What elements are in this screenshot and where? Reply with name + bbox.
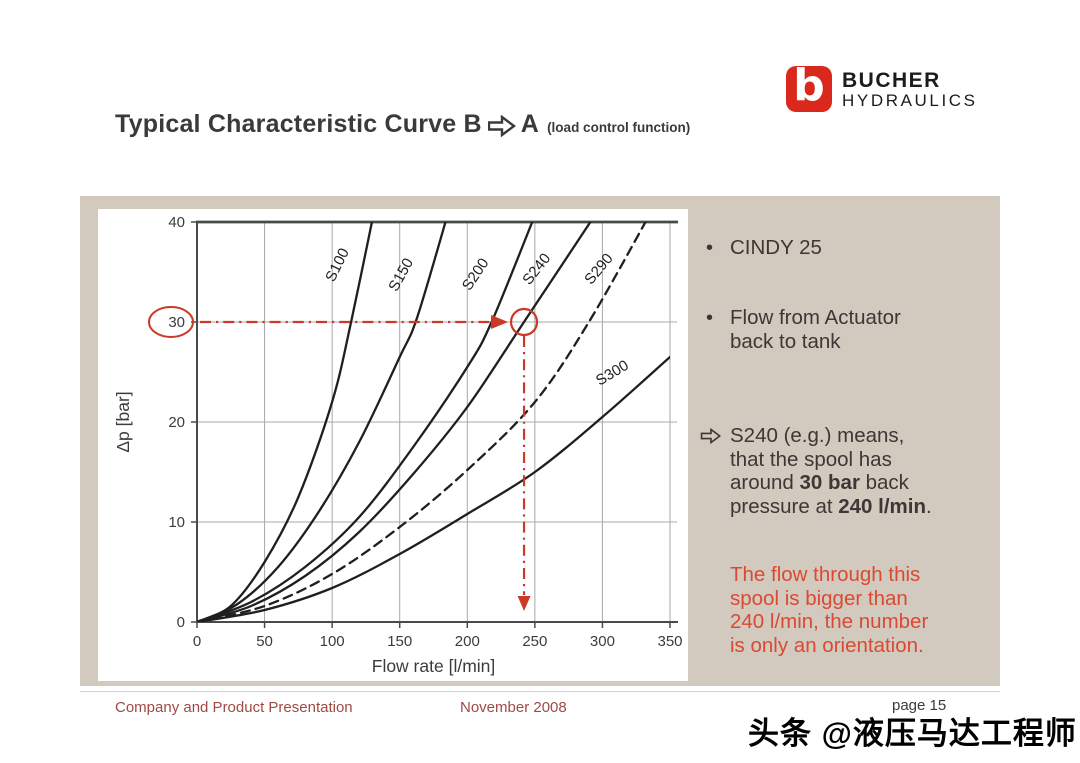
y-tick-label: 20 [168, 414, 185, 431]
red-note-line1: The flow through this [730, 563, 921, 586]
title-text: Typical Characteristic Curve B [115, 110, 482, 138]
watermark-text: 头条 @液压马达工程师 [748, 716, 1077, 751]
x-tick-label: 0 [193, 633, 201, 650]
grid-lines [197, 222, 677, 622]
series-S300 [197, 355, 670, 622]
title-suffix-text: A [520, 110, 540, 138]
bullet-cindy-25: • CINDY 25 [700, 236, 822, 260]
red-note: The flow through this spool is bigger th… [700, 563, 928, 657]
title-note: (load control function) [547, 120, 691, 135]
curve-label-S150: S150 [385, 255, 417, 294]
x-tick-label: 350 [657, 633, 682, 650]
right-arrow-bullet-icon [700, 428, 722, 444]
bullet-flow-line1: Flow from Actuator [730, 306, 901, 329]
bullet-flow-line2: back to tank [730, 330, 841, 353]
s240-line4-bold: 240 l/min [838, 494, 926, 518]
circled-30-bar-tick [148, 306, 194, 338]
y-tick-label: 30 [168, 314, 185, 331]
curve-label-S300: S300 [593, 357, 632, 390]
logo-letter: b [793, 60, 825, 111]
y-axis-title: Δp [bar] [113, 391, 133, 452]
x-axis-title: Flow rate [l/min] [372, 656, 496, 676]
series-S150 [197, 222, 447, 622]
right-arrow-icon [487, 114, 516, 137]
curve-label-S200: S200 [459, 255, 493, 294]
s240-explanation: S240 (e.g.) means, that the spool has ar… [700, 424, 932, 518]
y-tick-label: 40 [168, 214, 185, 231]
red-note-line4: is only an orientation. [730, 633, 924, 657]
x-tick-label: 100 [320, 633, 345, 650]
curve-label-S290: S290 [581, 250, 617, 288]
curve-label-S100: S100 [322, 246, 353, 285]
bullet-icon: • [706, 307, 714, 329]
s240-line3-pre: around [730, 471, 800, 494]
s240-line4-post: . [926, 494, 932, 518]
s240-line2: that the spool has [730, 447, 892, 471]
characteristic-curve-chart: 0 50 100 150 200 250 300 350 0 10 20 30 40 Flow rate … [113, 214, 683, 676]
bullet-flow-text: Flow from Actuator back to tank [730, 306, 901, 354]
arrowhead-right [491, 315, 509, 329]
footer-page-number: page 15 [892, 697, 947, 714]
y-tick-label: 10 [168, 514, 185, 531]
bullet-cindy-text: CINDY 25 [730, 236, 822, 259]
bucher-logo: b BUCHER HYDRAULICS [786, 60, 978, 112]
s240-line4-pre: pressure at [730, 494, 839, 518]
series-S240 [197, 222, 592, 622]
footer-divider [80, 691, 1000, 692]
bullet-icon: • [706, 237, 714, 259]
x-tick-label: 150 [387, 633, 412, 650]
red-note-line2: spool is bigger than [730, 586, 908, 610]
logo-brand-name: BUCHER [842, 69, 941, 92]
bucher-logo-mark-icon: b [786, 60, 832, 112]
series-S100 [197, 222, 374, 622]
chart-container: 0 50 100 150 200 250 300 350 0 10 20 30 40 Flow rate … [98, 209, 688, 681]
logo-wordmark: BUCHER HYDRAULICS [842, 70, 978, 111]
marked-point-circle [509, 307, 539, 337]
x-tick-label: 50 [256, 633, 273, 650]
s240-line3-bold: 30 bar [799, 471, 860, 494]
guide-annotation [148, 306, 539, 611]
s240-text: S240 (e.g.) means, that the spool has ar… [730, 424, 932, 518]
series-S290 [197, 222, 647, 622]
footer-presentation-label: Company and Product Presentation [115, 699, 353, 716]
s240-line3-post: back [859, 471, 909, 494]
logo-brand-division: HYDRAULICS [842, 91, 978, 110]
x-tick-label: 250 [522, 633, 547, 650]
footer-date: November 2008 [460, 699, 567, 716]
content-panel: 0 50 100 150 200 250 300 350 0 10 20 30 40 Flow rate … [80, 196, 1000, 686]
x-tick-label: 200 [455, 633, 480, 650]
page-title: Typical Characteristic Curve B A (load c… [115, 110, 690, 139]
x-tick-label: 300 [590, 633, 615, 650]
axes: 0 50 100 150 200 250 300 350 0 10 20 30 40 Flow rate … [113, 214, 683, 676]
arrowhead-down [517, 596, 531, 611]
y-tick-label: 0 [177, 614, 185, 631]
red-note-line3: 240 l/min, the number [730, 610, 929, 633]
s240-line1: S240 (e.g.) means, [730, 424, 905, 447]
bullet-flow: • Flow from Actuator back to tank [700, 306, 901, 354]
